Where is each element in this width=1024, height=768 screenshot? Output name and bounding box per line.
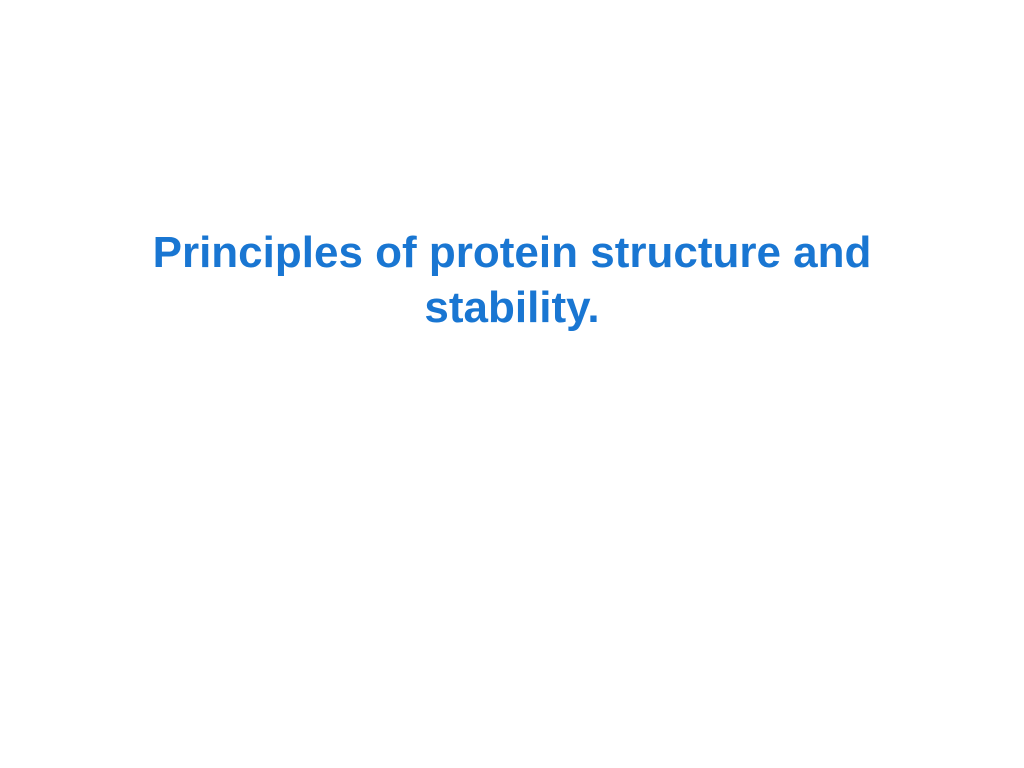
slide-container: Principles of protein structure and stab… <box>0 0 1024 768</box>
slide-title: Principles of protein structure and stab… <box>0 225 1024 335</box>
